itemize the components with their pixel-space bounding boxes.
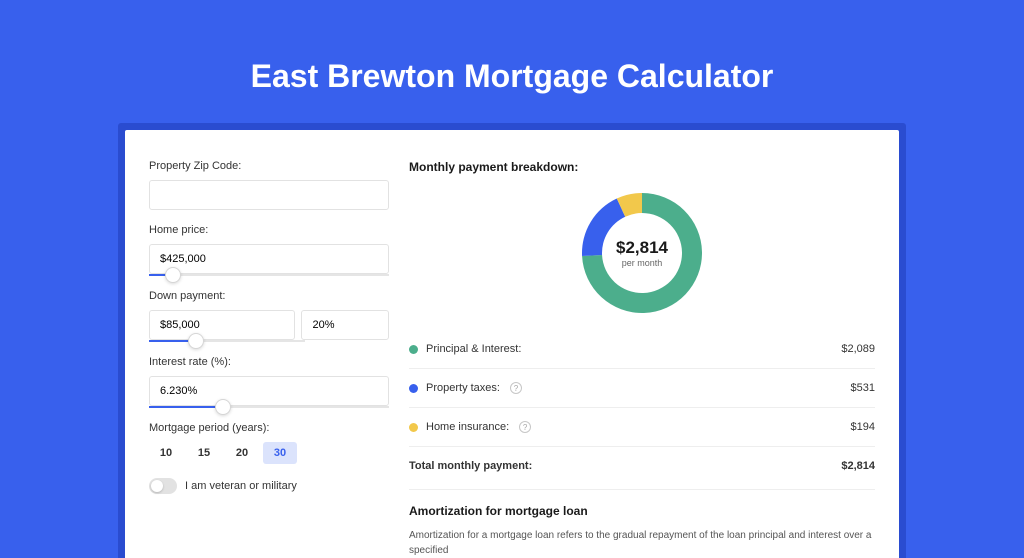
legend-dot-icon bbox=[409, 345, 418, 354]
legend-label: Home insurance: bbox=[426, 421, 509, 433]
page-title: East Brewton Mortgage Calculator bbox=[0, 0, 1024, 123]
interest-field: Interest rate (%): bbox=[149, 356, 389, 408]
donut-value: $2,814 bbox=[616, 238, 668, 258]
down-payment-label: Down payment: bbox=[149, 290, 389, 302]
down-payment-amount-input[interactable] bbox=[149, 310, 295, 340]
donut-sub: per month bbox=[622, 258, 663, 268]
breakdown-title: Monthly payment breakdown: bbox=[409, 160, 875, 174]
period-option-15[interactable]: 15 bbox=[187, 442, 221, 464]
legend-row: Property taxes:? $531 bbox=[409, 373, 875, 403]
home-price-slider-thumb[interactable] bbox=[165, 267, 181, 283]
total-value: $2,814 bbox=[841, 460, 875, 472]
zip-input[interactable] bbox=[149, 180, 389, 210]
amortization-text: Amortization for a mortgage loan refers … bbox=[409, 528, 875, 558]
veteran-toggle[interactable] bbox=[149, 478, 177, 494]
zip-label: Property Zip Code: bbox=[149, 160, 389, 172]
amortization-title: Amortization for mortgage loan bbox=[409, 504, 875, 518]
interest-slider[interactable] bbox=[149, 406, 389, 408]
period-option-20[interactable]: 20 bbox=[225, 442, 259, 464]
total-row: Total monthly payment: $2,814 bbox=[409, 451, 875, 481]
breakdown-legend: Principal & Interest: $2,089 Property taxe… bbox=[409, 334, 875, 442]
breakdown-column: Monthly payment breakdown: $2,814 per mo… bbox=[409, 160, 875, 558]
legend-row: Principal & Interest: $2,089 bbox=[409, 334, 875, 364]
legend-dot-icon bbox=[409, 423, 418, 432]
info-icon[interactable]: ? bbox=[519, 421, 531, 433]
donut-chart: $2,814 per month bbox=[577, 188, 707, 318]
amortization-section: Amortization for mortgage loan Amortizat… bbox=[409, 489, 875, 558]
period-option-10[interactable]: 10 bbox=[149, 442, 183, 464]
donut-chart-wrap: $2,814 per month bbox=[409, 188, 875, 318]
veteran-row: I am veteran or military bbox=[149, 478, 389, 494]
interest-label: Interest rate (%): bbox=[149, 356, 389, 368]
home-price-field: Home price: bbox=[149, 224, 389, 276]
period-option-30[interactable]: 30 bbox=[263, 442, 297, 464]
inputs-column: Property Zip Code: Home price: Down paym… bbox=[149, 160, 389, 558]
legend-value: $2,089 bbox=[841, 343, 875, 355]
home-price-input[interactable] bbox=[149, 244, 389, 274]
interest-input[interactable] bbox=[149, 376, 389, 406]
zip-field: Property Zip Code: bbox=[149, 160, 389, 210]
period-options: 10152030 bbox=[149, 442, 389, 464]
legend-value: $531 bbox=[851, 382, 875, 394]
period-field: Mortgage period (years): 10152030 bbox=[149, 422, 389, 464]
legend-row: Home insurance:? $194 bbox=[409, 412, 875, 442]
down-payment-slider[interactable] bbox=[149, 340, 305, 342]
interest-slider-thumb[interactable] bbox=[215, 399, 231, 415]
calculator-card-wrap: Property Zip Code: Home price: Down paym… bbox=[118, 123, 906, 558]
legend-value: $194 bbox=[851, 421, 875, 433]
veteran-label: I am veteran or military bbox=[185, 480, 297, 492]
legend-dot-icon bbox=[409, 384, 418, 393]
legend-label: Property taxes: bbox=[426, 382, 500, 394]
down-payment-slider-thumb[interactable] bbox=[188, 333, 204, 349]
legend-label: Principal & Interest: bbox=[426, 343, 521, 355]
info-icon[interactable]: ? bbox=[510, 382, 522, 394]
total-label: Total monthly payment: bbox=[409, 460, 532, 472]
period-label: Mortgage period (years): bbox=[149, 422, 389, 434]
down-payment-field: Down payment: bbox=[149, 290, 389, 342]
home-price-label: Home price: bbox=[149, 224, 389, 236]
down-payment-percent-input[interactable] bbox=[301, 310, 389, 340]
home-price-slider[interactable] bbox=[149, 274, 389, 276]
calculator-card: Property Zip Code: Home price: Down paym… bbox=[125, 130, 899, 558]
